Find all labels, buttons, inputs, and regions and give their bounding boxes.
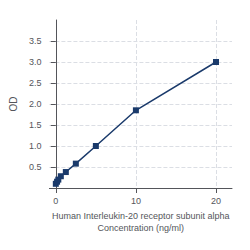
svg-text:1.0: 1.0 [29,141,42,151]
svg-text:3.0: 3.0 [29,57,42,67]
svg-text:20: 20 [211,196,221,206]
svg-text:Concentration (ng/ml): Concentration (ng/ml) [97,223,184,233]
svg-text:2.0: 2.0 [29,99,42,109]
svg-text:0.5: 0.5 [29,162,42,172]
svg-text:Human Interleukin-20 receptor: Human Interleukin-20 receptor subunit al… [52,211,230,221]
svg-text:0: 0 [53,196,58,206]
svg-text:1.5: 1.5 [29,120,42,130]
svg-text:3.5: 3.5 [29,36,42,46]
svg-text:10: 10 [131,196,141,206]
svg-text:2.5: 2.5 [29,78,42,88]
svg-text:OD: OD [8,97,19,112]
